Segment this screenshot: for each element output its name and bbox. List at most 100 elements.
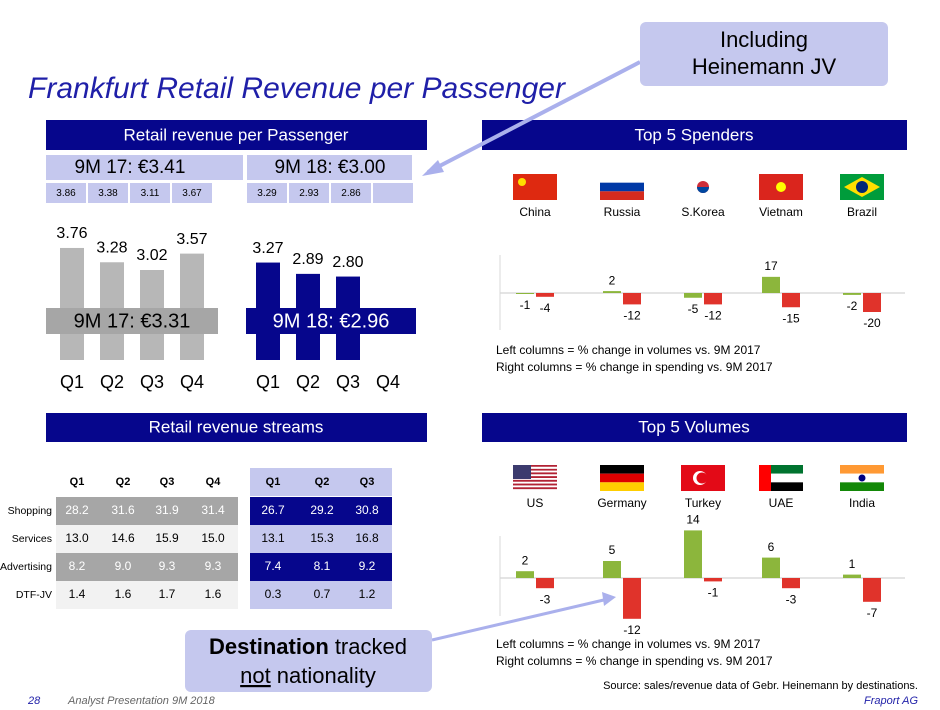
bar [516, 293, 534, 294]
table-row-bg [250, 553, 392, 581]
bar [536, 578, 554, 589]
x-tick-label: Q3 [140, 372, 164, 392]
flag-part [513, 466, 557, 469]
bar [684, 293, 702, 298]
bar [704, 578, 722, 582]
legend-note: Left columns = % change in volumes vs. 9… [496, 343, 761, 357]
value-label: 3.28 [96, 239, 127, 256]
table-cell: 8.2 [69, 559, 86, 573]
category-label: China [519, 205, 551, 219]
callout-text: Heinemann JV [692, 54, 837, 79]
callout-underlined: not [240, 663, 271, 688]
table-cell: 0.7 [314, 587, 331, 601]
category-label: UAE [769, 496, 794, 510]
value-label: -5 [688, 302, 699, 316]
table-row-bg [56, 553, 238, 581]
callout-arrow [427, 60, 641, 174]
quarter-value: 2.86 [341, 188, 361, 199]
legend-note: Right columns = % change in spending vs.… [496, 360, 773, 374]
bar [762, 276, 780, 293]
summary-overlay-label: 9M 17: €3.31 [74, 310, 191, 332]
table-cell: 1.6 [115, 587, 132, 601]
header-bar [482, 413, 907, 442]
flag-part [513, 487, 557, 490]
bar [603, 291, 621, 293]
flag-part [697, 187, 709, 193]
flag-part [856, 181, 868, 193]
table-row-bg [56, 581, 238, 609]
flag-part [840, 482, 884, 491]
flag [513, 465, 557, 490]
source-note: Source: sales/revenue data of Gebr. Hein… [603, 680, 918, 692]
table-cell: 31.4 [201, 503, 225, 517]
flag [600, 465, 644, 491]
page-number: 28 [27, 695, 41, 707]
table-cell: 9.0 [115, 559, 132, 573]
table-cell: 1.2 [359, 587, 376, 601]
value-label: -2 [847, 299, 858, 313]
arrow-head [422, 160, 444, 176]
summary-overlay [246, 308, 416, 334]
table-cell: 15.3 [310, 531, 334, 545]
category-label: Russia [604, 205, 641, 219]
callout-box [640, 22, 888, 86]
table-cell: 9.3 [159, 559, 176, 573]
category-label: Vietnam [759, 205, 803, 219]
quarter-cell [331, 183, 371, 203]
legend-note: Left columns = % change in volumes vs. 9… [496, 637, 761, 651]
table-row-bg [250, 525, 392, 553]
flag-part [513, 465, 531, 479]
bar [843, 574, 861, 578]
flag-part [513, 479, 557, 482]
flag-part [776, 182, 786, 192]
flag-part [759, 482, 803, 491]
bar [684, 530, 702, 578]
table-cell: 1.4 [69, 587, 86, 601]
value-label: 3.57 [176, 231, 207, 248]
table-cell: 26.7 [261, 503, 285, 517]
summary-box [46, 155, 243, 180]
value-label: 3.02 [136, 247, 167, 264]
summary-overlay [46, 308, 218, 334]
quarter-value: 3.67 [182, 188, 202, 199]
summary-label: 9M 17: €3.41 [75, 157, 186, 178]
value-label: 6 [768, 540, 775, 554]
column-header: Q4 [206, 476, 222, 488]
bar [623, 578, 641, 619]
column-header: Q1 [70, 476, 85, 488]
callout-word: tracked [335, 634, 407, 659]
table-cell: 13.0 [65, 531, 89, 545]
quarter-value: 3.29 [257, 188, 277, 199]
callout-arrow [431, 597, 609, 642]
table-row-bg [56, 525, 238, 553]
flag-part [513, 468, 557, 471]
value-label: -20 [863, 316, 881, 330]
x-tick-label: Q4 [180, 372, 204, 392]
header-bar [46, 120, 427, 150]
table-header-bg [250, 468, 392, 496]
quarter-cell [88, 183, 128, 203]
bar [762, 557, 780, 578]
bar [863, 578, 881, 602]
table-cell: 1.7 [159, 587, 176, 601]
table-cell: 7.4 [265, 559, 282, 573]
chart-title: Top 5 Spenders [634, 125, 753, 144]
x-tick-label: Q1 [60, 372, 84, 392]
flag [759, 174, 803, 200]
summary-overlay-label: 9M 18: €2.96 [273, 310, 390, 332]
value-label: -12 [704, 309, 722, 323]
flag-part [513, 465, 557, 467]
callout-bold: Destination [209, 634, 329, 659]
flag-part [759, 465, 771, 491]
value-label: -3 [786, 592, 797, 606]
chart-title: Retail revenue per Passenger [124, 125, 349, 144]
value-label: -15 [782, 311, 800, 325]
x-tick-label: Q2 [100, 372, 124, 392]
flag [840, 465, 884, 491]
flag [840, 174, 884, 200]
flag-part [600, 174, 644, 183]
summary-box [247, 155, 412, 180]
category-label: US [527, 496, 544, 510]
